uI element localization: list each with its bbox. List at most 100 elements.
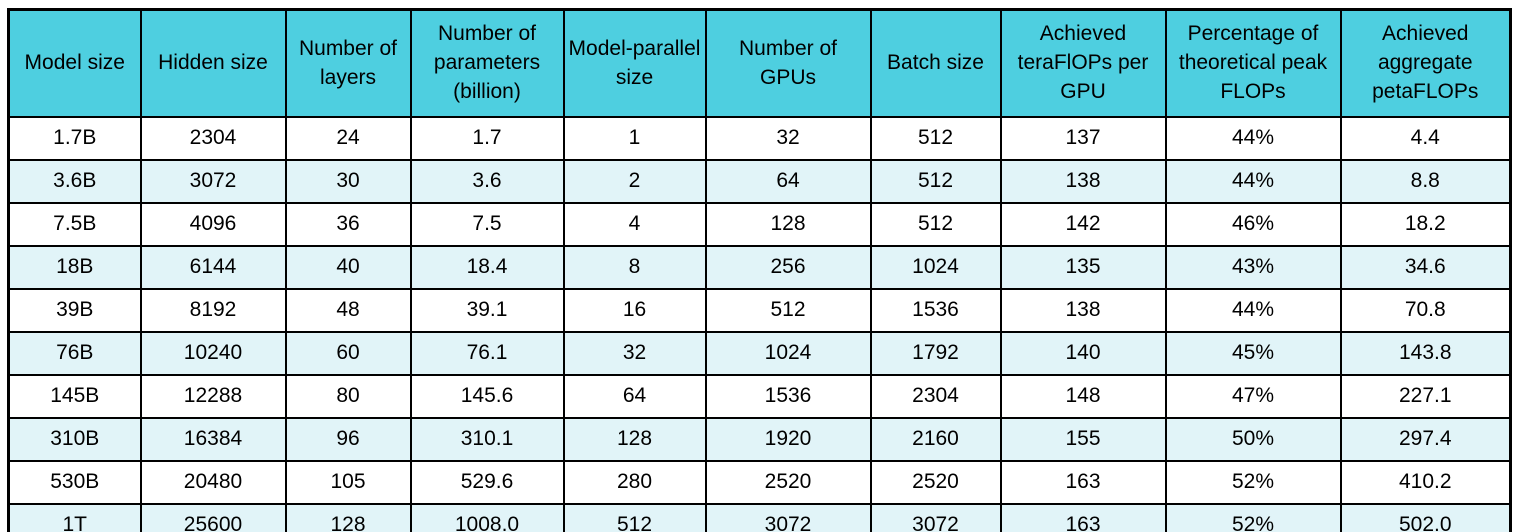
cell-1-7b-achieved-aggregate-petaflops: 4.4: [1339, 116, 1512, 161]
cell-76b-number-of-gpus: 1024: [704, 331, 872, 376]
cell-1-7b-number-of-layers: 24: [284, 116, 412, 161]
cell-145b-number-of-parameters-billion: 145.6: [409, 374, 565, 419]
cell-3-6b-number-of-parameters-billion: 3.6: [409, 159, 565, 204]
cell-530b-model-size: 530B: [7, 460, 142, 505]
cell-76b-number-of-layers: 60: [284, 331, 412, 376]
cell-39b-percentage-of-theoretical-peak-flops: 44%: [1164, 288, 1342, 333]
cell-1-7b-hidden-size: 2304: [139, 116, 287, 161]
cell-1t-number-of-parameters-billion: 1008.0: [409, 503, 565, 532]
cell-7-5b-number-of-layers: 36: [284, 202, 412, 247]
cell-1-7b-model-size: 1.7B: [7, 116, 142, 161]
cell-145b-number-of-layers: 80: [284, 374, 412, 419]
cell-3-6b-batch-size: 512: [869, 159, 1002, 204]
cell-145b-achieved-teraflops-per-gpu: 148: [999, 374, 1167, 419]
cell-310b-achieved-teraflops-per-gpu: 155: [999, 417, 1167, 462]
table-row-530b: 530B 20480 105 529.6 280 2520 2520 163 52% 410.2: [7, 460, 1512, 505]
cell-530b-batch-size: 2520: [869, 460, 1002, 505]
cell-310b-achieved-aggregate-petaflops: 297.4: [1339, 417, 1512, 462]
column-header-hidden-size: Hidden size: [139, 8, 287, 118]
column-header-number-of-gpus: Number of GPUs: [704, 8, 872, 118]
cell-18b-number-of-gpus: 256: [704, 245, 872, 290]
cell-3-6b-model-size: 3.6B: [7, 159, 142, 204]
cell-145b-percentage-of-theoretical-peak-flops: 47%: [1164, 374, 1342, 419]
column-header-model-parallel-size: Model-parallel size: [562, 8, 707, 118]
cell-310b-model-parallel-size: 128: [562, 417, 707, 462]
cell-310b-batch-size: 2160: [869, 417, 1002, 462]
cell-1t-batch-size: 3072: [869, 503, 1002, 532]
cell-18b-model-size: 18B: [7, 245, 142, 290]
cell-310b-number-of-layers: 96: [284, 417, 412, 462]
cell-1-7b-achieved-teraflops-per-gpu: 137: [999, 116, 1167, 161]
cell-76b-achieved-aggregate-petaflops: 143.8: [1339, 331, 1512, 376]
table-row-1t: 1T 25600 128 1008.0 512 3072 3072 163 52% 502.0: [7, 503, 1512, 532]
table-row-145b: 145B 12288 80 145.6 64 1536 2304 148 47% 227.1: [7, 374, 1512, 419]
cell-76b-model-size: 76B: [7, 331, 142, 376]
cell-530b-model-parallel-size: 280: [562, 460, 707, 505]
cell-7-5b-percentage-of-theoretical-peak-flops: 46%: [1164, 202, 1342, 247]
cell-76b-batch-size: 1792: [869, 331, 1002, 376]
cell-145b-achieved-aggregate-petaflops: 227.1: [1339, 374, 1512, 419]
cell-145b-hidden-size: 12288: [139, 374, 287, 419]
cell-1t-achieved-aggregate-petaflops: 502.0: [1339, 503, 1512, 532]
cell-310b-hidden-size: 16384: [139, 417, 287, 462]
cell-1-7b-batch-size: 512: [869, 116, 1002, 161]
table-body: 1.7B 2304 24 1.7 1 32 512 137 44% 4.4 3.6B 3072 30 3.…: [7, 116, 1512, 532]
table-header-row: Model size Hidden size Number of layers Num…: [7, 8, 1512, 118]
table-row-310b: 310B 16384 96 310.1 128 1920 2160 155 50% 297.4: [7, 417, 1512, 462]
table-row-76b: 76B 10240 60 76.1 32 1024 1792 140 45% 143.8: [7, 331, 1512, 376]
cell-3-6b-achieved-aggregate-petaflops: 8.8: [1339, 159, 1512, 204]
cell-18b-percentage-of-theoretical-peak-flops: 43%: [1164, 245, 1342, 290]
cell-145b-model-parallel-size: 64: [562, 374, 707, 419]
cell-1t-number-of-gpus: 3072: [704, 503, 872, 532]
cell-310b-number-of-gpus: 1920: [704, 417, 872, 462]
cell-18b-achieved-aggregate-petaflops: 34.6: [1339, 245, 1512, 290]
table-row-3-6b: 3.6B 3072 30 3.6 2 64 512 138 44% 8.8: [7, 159, 1512, 204]
cell-7-5b-achieved-aggregate-petaflops: 18.2: [1339, 202, 1512, 247]
cell-76b-number-of-parameters-billion: 76.1: [409, 331, 565, 376]
cell-18b-achieved-teraflops-per-gpu: 135: [999, 245, 1167, 290]
cell-1t-number-of-layers: 128: [284, 503, 412, 532]
cell-3-6b-achieved-teraflops-per-gpu: 138: [999, 159, 1167, 204]
cell-76b-hidden-size: 10240: [139, 331, 287, 376]
cell-7-5b-model-size: 7.5B: [7, 202, 142, 247]
cell-530b-number-of-layers: 105: [284, 460, 412, 505]
cell-1-7b-number-of-parameters-billion: 1.7: [409, 116, 565, 161]
column-header-number-of-layers: Number of layers: [284, 8, 412, 118]
column-header-percentage-of-theoretical-peak-flops: Percentage of theoretical peak FLOPs: [1164, 8, 1342, 118]
cell-145b-model-size: 145B: [7, 374, 142, 419]
cell-18b-model-parallel-size: 8: [562, 245, 707, 290]
cell-3-6b-model-parallel-size: 2: [562, 159, 707, 204]
cell-18b-number-of-layers: 40: [284, 245, 412, 290]
cell-1-7b-percentage-of-theoretical-peak-flops: 44%: [1164, 116, 1342, 161]
table-row-1-7b: 1.7B 2304 24 1.7 1 32 512 137 44% 4.4: [7, 116, 1512, 161]
cell-310b-percentage-of-theoretical-peak-flops: 50%: [1164, 417, 1342, 462]
cell-530b-percentage-of-theoretical-peak-flops: 52%: [1164, 460, 1342, 505]
cell-1t-achieved-teraflops-per-gpu: 163: [999, 503, 1167, 532]
cell-39b-number-of-parameters-billion: 39.1: [409, 288, 565, 333]
cell-76b-achieved-teraflops-per-gpu: 140: [999, 331, 1167, 376]
cell-1-7b-model-parallel-size: 1: [562, 116, 707, 161]
cell-39b-number-of-layers: 48: [284, 288, 412, 333]
cell-7-5b-number-of-gpus: 128: [704, 202, 872, 247]
model-scaling-table: Model size Hidden size Number of layers Num…: [7, 8, 1512, 532]
cell-1t-model-parallel-size: 512: [562, 503, 707, 532]
cell-39b-hidden-size: 8192: [139, 288, 287, 333]
cell-39b-number-of-gpus: 512: [704, 288, 872, 333]
cell-7-5b-achieved-teraflops-per-gpu: 142: [999, 202, 1167, 247]
cell-530b-hidden-size: 20480: [139, 460, 287, 505]
table-row-7-5b: 7.5B 4096 36 7.5 4 128 512 142 46% 18.2: [7, 202, 1512, 247]
column-header-number-of-parameters-billion: Number of parameters (billion): [409, 8, 565, 118]
column-header-achieved-teraflops-per-gpu: Achieved teraFlOPs per GPU: [999, 8, 1167, 118]
cell-1t-percentage-of-theoretical-peak-flops: 52%: [1164, 503, 1342, 532]
cell-530b-achieved-aggregate-petaflops: 410.2: [1339, 460, 1512, 505]
cell-18b-batch-size: 1024: [869, 245, 1002, 290]
cell-7-5b-batch-size: 512: [869, 202, 1002, 247]
cell-145b-batch-size: 2304: [869, 374, 1002, 419]
cell-530b-achieved-teraflops-per-gpu: 163: [999, 460, 1167, 505]
cell-3-6b-number-of-layers: 30: [284, 159, 412, 204]
table-row-39b: 39B 8192 48 39.1 16 512 1536 138 44% 70.8: [7, 288, 1512, 333]
cell-1t-hidden-size: 25600: [139, 503, 287, 532]
cell-1-7b-number-of-gpus: 32: [704, 116, 872, 161]
cell-530b-number-of-gpus: 2520: [704, 460, 872, 505]
